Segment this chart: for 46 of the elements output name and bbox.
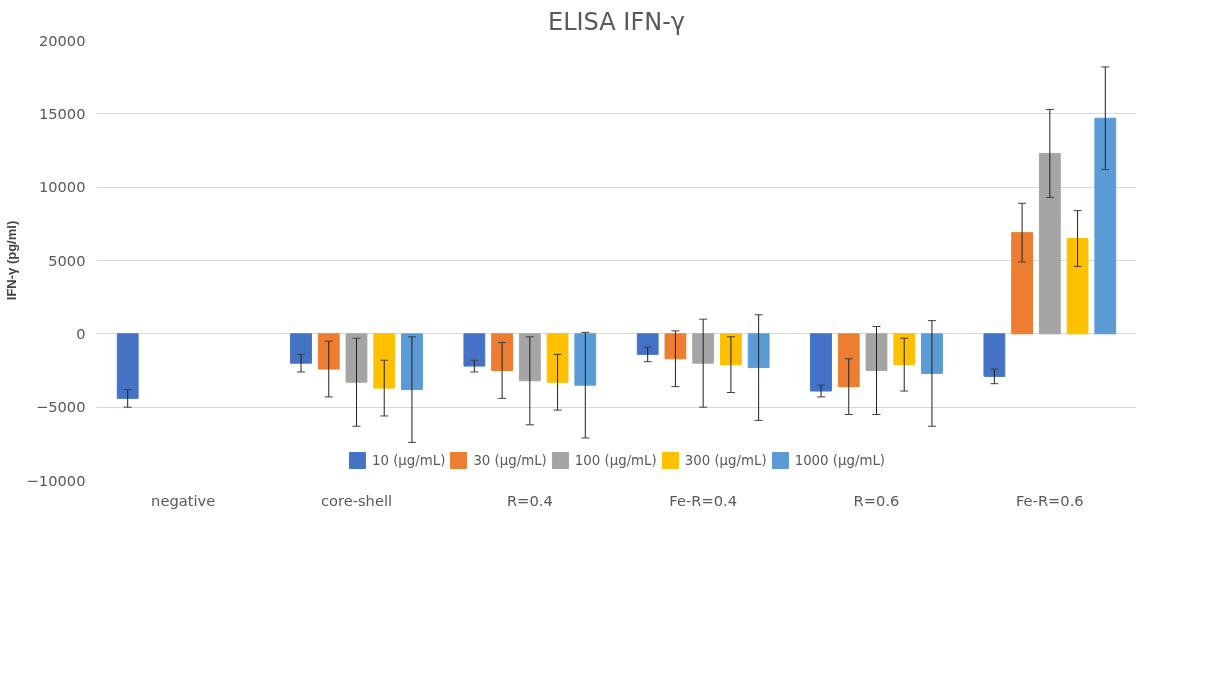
- y-tick-label: 0: [76, 324, 86, 342]
- bar: [837, 333, 860, 388]
- bar: [290, 333, 312, 364]
- chart-title: ELISA IFN-γ: [547, 7, 686, 36]
- bar: [401, 333, 423, 391]
- bar: [317, 333, 340, 370]
- bar: [463, 333, 486, 367]
- bar: [1066, 238, 1089, 335]
- bar: [345, 333, 368, 383]
- bar: [720, 333, 742, 366]
- legend-label: 1000 (µg/mL): [794, 452, 886, 468]
- bar: [747, 333, 770, 369]
- bar: [116, 333, 139, 399]
- y-tick-label: 10000: [38, 178, 86, 196]
- bar: [664, 333, 687, 360]
- bar: [692, 333, 715, 364]
- y-tick-label: 5000: [48, 251, 86, 269]
- y-tick-label: −10000: [26, 471, 86, 489]
- bar: [1094, 117, 1117, 335]
- x-tick-label: R=0.6: [853, 491, 900, 509]
- bar: [983, 333, 1006, 377]
- bar: [921, 333, 943, 374]
- x-tick-label: Fe-R=0.6: [1015, 491, 1084, 509]
- y-tick-label: −5000: [35, 398, 86, 416]
- legend-label: 10 (µg/mL): [371, 452, 446, 468]
- bar: [373, 333, 396, 389]
- y-tick-label: 15000: [38, 104, 86, 122]
- x-tick-label: negative: [151, 491, 216, 509]
- y-tick-label: 20000: [38, 31, 86, 49]
- bar: [518, 333, 541, 382]
- legend-label: 100 (µg/mL): [574, 452, 657, 468]
- bar: [893, 333, 916, 366]
- bar: [865, 333, 888, 371]
- bar: [810, 333, 832, 392]
- y-axis-title: IFN-γ (pg/ml): [3, 220, 19, 301]
- bar: [636, 333, 659, 355]
- x-tick-label: core-shell: [320, 491, 393, 509]
- bar: [491, 333, 513, 371]
- x-tick-label: R=0.4: [506, 491, 553, 509]
- legend-label: 300 (µg/mL): [684, 452, 767, 468]
- legend-label: 30 (µg/mL): [473, 452, 547, 468]
- bar: [1011, 232, 1033, 335]
- bar: [546, 333, 569, 383]
- bar: [574, 333, 597, 386]
- bar: [1038, 152, 1061, 335]
- x-tick-label: Fe-R=0.4: [669, 491, 738, 509]
